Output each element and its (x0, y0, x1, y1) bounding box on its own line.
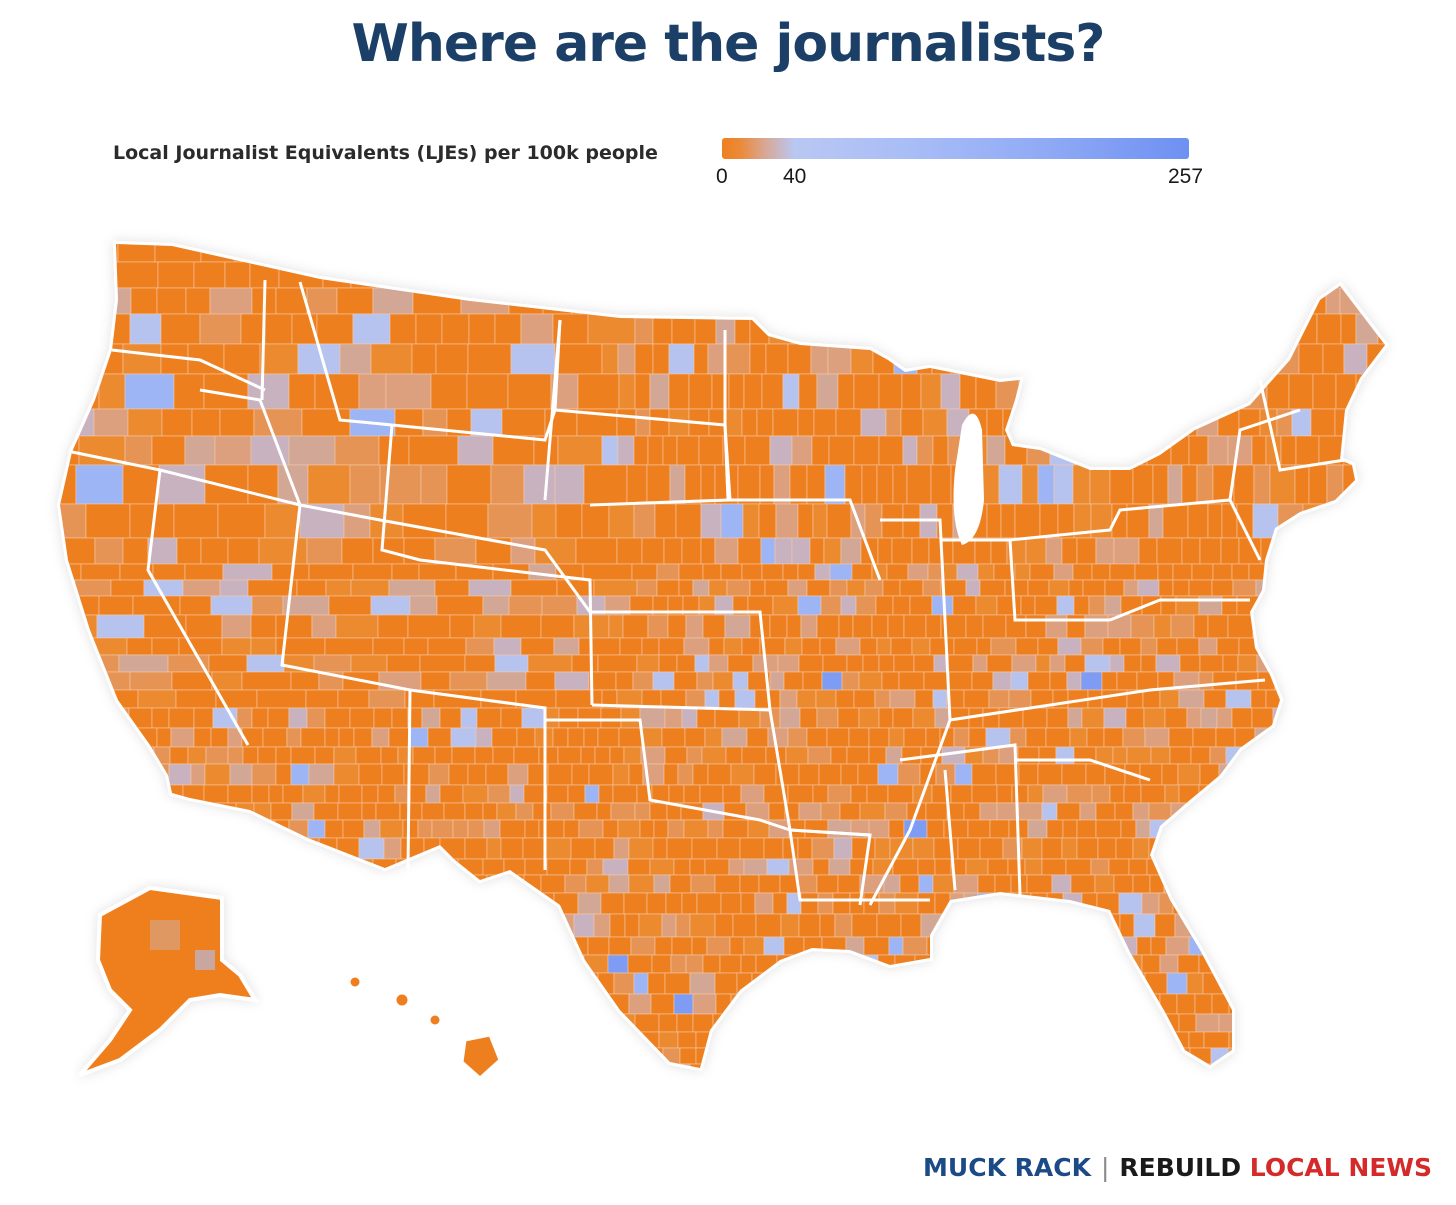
hawaii-inset (347, 974, 502, 1081)
muck-rack-logo: MUCK RACK (923, 1153, 1091, 1182)
legend-tick-mid: 40 (783, 165, 807, 188)
us-map-svg (0, 220, 1456, 1081)
brand-separator: | (1100, 1153, 1110, 1182)
alaska-inset (78, 885, 259, 1077)
county-mosaic (60, 244, 1385, 1068)
us-county-map (0, 220, 1456, 1100)
local-news-logo-part: LOCAL NEWS (1249, 1153, 1432, 1182)
legend-label: Local Journalist Equivalents (LJEs) per … (113, 142, 658, 164)
footer-brands: MUCK RACK | REBUILD LOCAL NEWS (923, 1153, 1432, 1182)
state-borders (71, 279, 1346, 906)
chart-title: Where are the journalists? (351, 14, 1106, 74)
legend-tick-min: 0 (716, 165, 728, 188)
legend-tick-max: 257 (1168, 165, 1204, 188)
rebuild-logo-part: REBUILD (1119, 1153, 1242, 1182)
legend-color-scale (722, 138, 1189, 159)
lake-michigan (953, 413, 984, 545)
